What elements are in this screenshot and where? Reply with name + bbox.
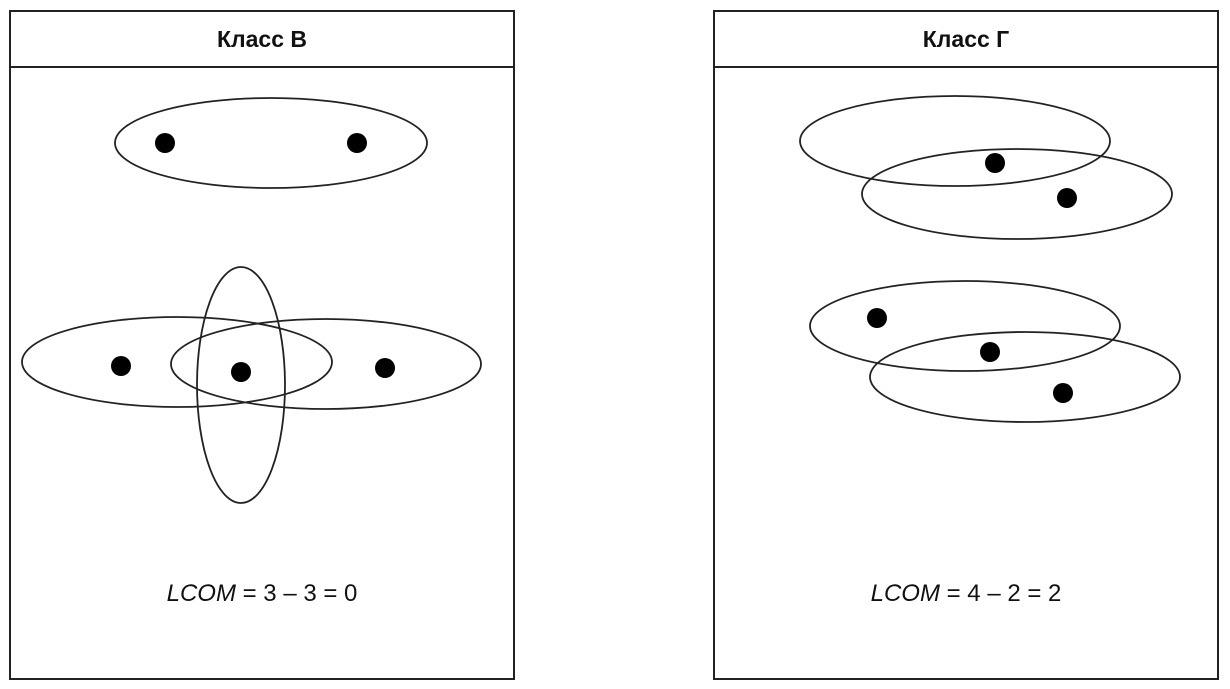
class-b-ellipse-left [21,316,333,408]
class-g-svg [799,95,1181,423]
class-g-diagram: LCOM = 4 – 2 = 2 [715,68,1217,678]
class-g-dot-4 [980,342,1000,362]
class-b-panel: Класс В LCOM = 3 – 3 = 0 [9,10,515,680]
class-g-ellipse-1 [799,95,1111,187]
class-g-ellipse-4 [869,331,1181,423]
class-b-dot-4 [231,362,251,382]
class-b-diagram: LCOM = 3 – 3 = 0 [11,68,513,678]
class-g-dot-2 [1057,188,1077,208]
class-b-ellipse-top [114,97,428,189]
class-b-dot-3 [111,356,131,376]
class-g-panel: Класс Г LCOM = 4 – 2 = 2 [713,10,1219,680]
class-g-dot-3 [867,308,887,328]
class-g-formula-expression: = 4 – 2 = 2 [939,580,1062,607]
class-g-dot-1 [985,153,1005,173]
class-b-dot-2 [347,133,367,153]
class-g-ellipse-2 [861,148,1173,240]
class-b-svg [21,97,482,504]
class-b-ellipse-vertical [196,266,286,504]
class-g-dot-5 [1053,383,1073,403]
class-b-ellipse-right [170,318,482,410]
class-b-title: Класс В [11,12,513,68]
class-g-formula: LCOM = 4 – 2 = 2 [715,580,1217,608]
class-b-formula-expression: = 3 – 3 = 0 [235,580,358,607]
class-b-dot-5 [375,358,395,378]
class-g-formula-metric: LCOM [870,580,940,607]
class-b-formula: LCOM = 3 – 3 = 0 [11,580,513,608]
class-b-formula-metric: LCOM [166,580,236,607]
class-b-dot-1 [155,133,175,153]
class-g-ellipse-3 [809,280,1121,372]
class-g-title: Класс Г [715,12,1217,68]
